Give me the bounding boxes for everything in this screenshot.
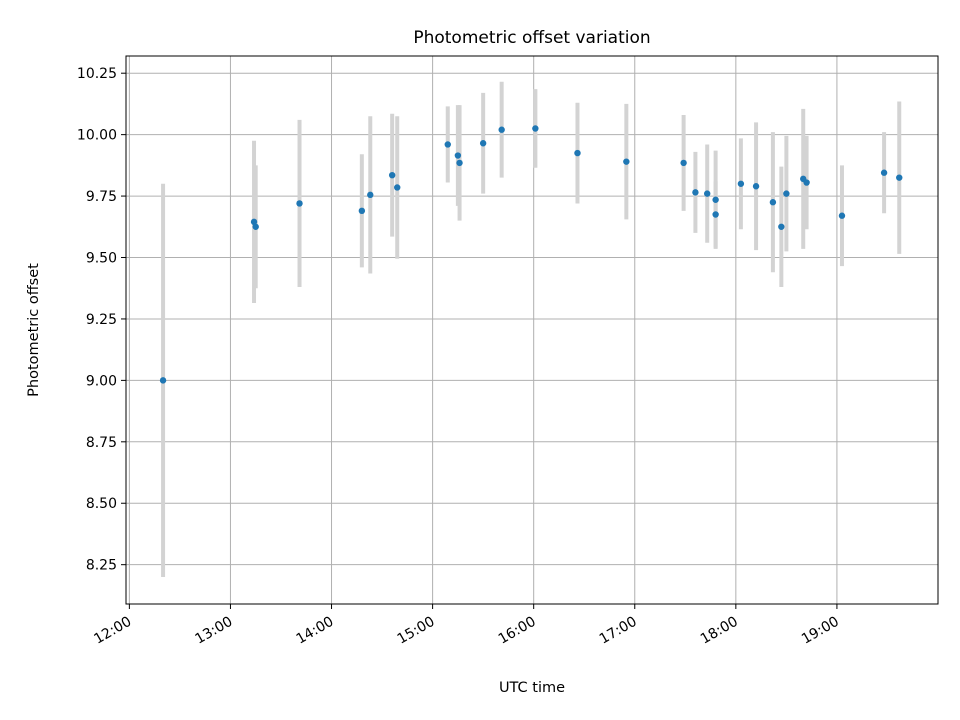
y-tick-label: 10.00 [77,128,117,144]
x-tick-label: 18:00 [698,614,741,648]
x-tick-label: 16:00 [496,614,539,648]
data-point [456,159,463,167]
y-tick-label: 9.25 [86,312,117,328]
data-point [367,191,374,199]
x-tick-label: 19:00 [799,614,842,648]
data-point [692,189,699,196]
data-point [574,149,581,157]
data-point [880,169,888,176]
data-point [838,212,846,219]
chart-title: Photometric offset variation [413,28,650,48]
data-point [159,377,167,384]
data-point [783,190,790,197]
data-point [532,125,539,132]
x-axis-title: UTC time [499,680,565,696]
data-point [712,196,719,203]
data-point [358,207,366,215]
data-point [752,183,760,190]
y-axis-title: Photometric offset [26,263,42,397]
data-point [769,199,777,206]
data-point [444,141,451,148]
data-point [388,171,396,179]
x-axis: 12:00 13:00 14:00 15:00 16:00 17:00 18:00 19:00 [91,604,842,648]
data-point [680,159,687,167]
data-point [896,174,903,181]
data-point [623,158,630,165]
data-point [704,190,711,197]
error-bars [161,81,902,577]
data-point [778,223,785,230]
x-tick-label: 15:00 [395,614,438,648]
data-point [479,140,487,147]
data-points [159,125,903,384]
y-tick-label: 8.50 [86,496,117,512]
grid [126,56,938,604]
x-tick-label: 13:00 [192,614,235,648]
y-tick-label: 10.25 [77,66,117,82]
y-tick-label: 8.75 [86,435,117,451]
data-point [252,223,259,230]
y-tick-label: 9.75 [86,189,117,205]
data-point [394,184,401,191]
plot-area-frame [125,55,939,605]
y-tick-label: 8.25 [86,558,117,574]
y-axis: 8.25 8.50 8.75 9.00 9.25 9.50 9.75 10.00 10.25 [77,66,126,574]
x-tick-label: 14:00 [294,614,337,648]
x-tick-label: 12:00 [91,614,134,648]
data-point [498,126,505,133]
data-point [803,179,810,186]
data-point [250,218,258,226]
data-point [296,200,303,207]
y-tick-label: 9.00 [86,373,117,389]
x-tick-label: 17:00 [597,614,640,648]
data-point [737,180,745,187]
data-point [454,152,462,159]
data-point [712,211,719,218]
y-tick-label: 9.50 [86,251,117,267]
